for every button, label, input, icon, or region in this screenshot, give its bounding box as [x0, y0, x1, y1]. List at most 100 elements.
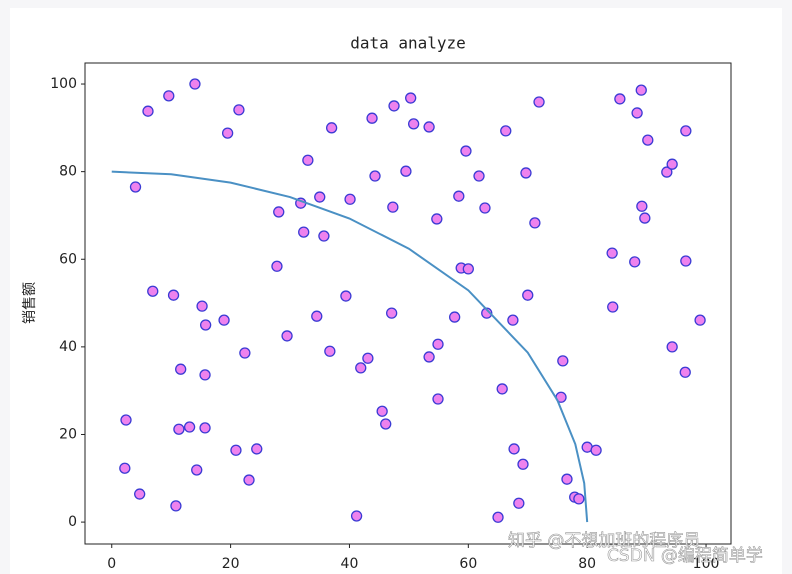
scatter-point: [496, 383, 508, 395]
scatter-point: [680, 125, 692, 137]
scatter-point: [376, 405, 388, 417]
scatter-point: [405, 92, 417, 104]
scatter-point: [679, 366, 691, 378]
scatter-point: [386, 307, 398, 319]
scatter-point: [517, 458, 529, 470]
scatter-point: [191, 464, 203, 476]
scatter-point: [561, 473, 573, 485]
scatter-point: [119, 462, 131, 474]
scatter-point: [590, 444, 602, 456]
scatter-point: [573, 493, 585, 505]
scatter-point: [189, 78, 201, 90]
chart-title: data analyze: [350, 34, 466, 53]
y-tick-label: 60: [59, 251, 77, 267]
y-tick-label: 80: [59, 164, 77, 180]
scatter-point: [281, 330, 293, 342]
scatter-point: [233, 104, 245, 116]
scatter-point: [199, 369, 211, 381]
scatter-point: [694, 314, 706, 326]
x-tick-label: 40: [341, 556, 359, 572]
scatter-point: [167, 289, 180, 301]
scatter-point: [324, 345, 336, 357]
scatter-point: [449, 311, 461, 323]
scatter-point: [318, 230, 330, 242]
scatter-point: [533, 96, 545, 108]
scatter-point: [344, 193, 356, 205]
scatter-point: [173, 423, 185, 435]
scatter-point: [298, 226, 310, 238]
plot-area: [84, 62, 732, 545]
scatter-point: [369, 170, 381, 182]
scatter-point: [314, 191, 326, 203]
scatter-point: [199, 319, 212, 331]
scatter-point: [407, 118, 420, 130]
x-tick-label: 0: [107, 556, 116, 572]
scatter-point: [243, 474, 255, 486]
watermark: 知乎 @不想加班的程序员: [508, 531, 700, 551]
scatter-point: [661, 166, 673, 178]
x-tick-label: 60: [459, 556, 477, 572]
scatter-point: [614, 93, 626, 105]
scatter-point: [251, 443, 263, 455]
scatter-point: [639, 212, 651, 224]
scatter-point: [431, 213, 443, 225]
scatter-point: [423, 121, 435, 133]
scatter-point: [432, 393, 444, 405]
scatter-point: [492, 511, 504, 523]
scatter-point: [529, 217, 541, 229]
scatter-point: [362, 352, 374, 364]
scatter-point: [629, 256, 641, 268]
scatter-point: [636, 200, 648, 212]
scatter-point: [522, 289, 534, 301]
scatter-point: [453, 190, 465, 202]
scatter-point: [635, 84, 647, 96]
x-tick-label: 80: [578, 556, 596, 572]
scatter-point: [134, 488, 146, 500]
scatter-point: [666, 341, 678, 353]
scatter-point: [271, 260, 283, 272]
scatter-point: [642, 134, 654, 146]
scatter-point: [666, 158, 678, 170]
scatter-point: [175, 363, 187, 375]
scatter-point: [423, 351, 435, 363]
scatter-point: [473, 170, 485, 182]
scatter-point: [129, 181, 142, 193]
scatter-point: [462, 263, 474, 275]
scatter-point: [230, 444, 242, 456]
scatter-point: [508, 443, 520, 455]
scatter-point: [380, 418, 392, 430]
scatter-point: [355, 362, 367, 374]
scatter-point: [460, 145, 472, 157]
scatter-point: [387, 201, 399, 213]
x-tick-label: 100: [693, 556, 720, 572]
scatter-point: [273, 206, 285, 218]
scatter-point: [631, 107, 643, 119]
scatter-point: [606, 247, 618, 259]
scatter-point: [350, 510, 363, 522]
scatter-point: [507, 314, 519, 326]
y-tick-label: 100: [50, 76, 77, 92]
scatter-point: [520, 167, 532, 179]
scatter-point: [513, 497, 525, 509]
curve: [111, 170, 589, 523]
watermark: CSDN @编程简单学: [607, 546, 763, 566]
scatter-point: [311, 310, 323, 322]
scatter-point: [147, 285, 159, 297]
scatter-point: [239, 347, 251, 359]
scatter-point: [199, 422, 211, 434]
scatter-point: [479, 202, 491, 214]
scatter-point: [302, 154, 314, 166]
scatter-point: [163, 90, 175, 102]
scatter-point: [340, 290, 352, 302]
scatter-point: [218, 314, 230, 326]
scatter-point: [500, 125, 512, 137]
scatter-point: [325, 122, 338, 134]
y-axis-label: 销售额: [22, 282, 38, 324]
y-tick-label: 20: [59, 426, 77, 442]
scatter-point: [432, 338, 444, 350]
scatter-point: [183, 421, 196, 433]
scatter-point: [120, 414, 132, 426]
scatter-point: [366, 112, 378, 124]
